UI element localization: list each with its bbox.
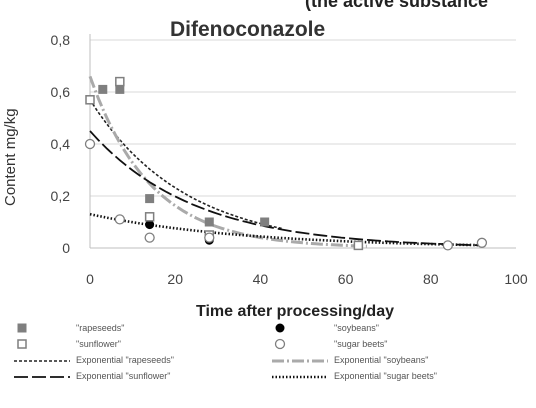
x-tick-label-0: 0 [86,271,94,287]
legend-symbol-7 [272,375,328,379]
legend-symbol-6 [14,376,70,378]
data-point-series-3-2 [144,232,155,243]
x-tick-label-2: 40 [253,271,269,287]
legend-label-0: "rapeseeds" [76,323,125,333]
legend-label-3: "sugar beets" [334,339,388,349]
legend-label-5: Exponential "soybeans" [334,355,429,365]
data-point-series-3-5 [476,237,488,248]
data-point-series-2-1 [115,76,125,87]
x-axis-label: Time after processing/day [196,303,394,320]
legend-label-4: Exponential "rapeseeds" [76,355,174,365]
data-point-series-3-1 [114,214,125,225]
chart-title: Difenoconazole [170,18,326,41]
y-tick-label-2: 0,4 [51,136,71,152]
data-point-series-2-0 [85,95,95,105]
legend-marker-0 [17,323,27,333]
data-point-series-3-3 [204,232,215,243]
data-point-series-0-3 [145,194,155,204]
data-point-series-2-2 [144,212,155,222]
trendline-0 [89,99,282,230]
legend-symbol-3 [274,338,286,350]
y-tick-label-1: 0,2 [51,188,71,204]
data-point-series-1-0 [145,220,155,230]
legend-label-1: "soybeans" [334,323,379,333]
trendline-1 [88,75,367,248]
x-tick-label-3: 60 [338,271,354,287]
data-point-series-0-4 [204,217,214,227]
legend-label-7: Exponential "sugar beets" [334,371,437,381]
legend-marker-1 [275,323,285,333]
data-point-series-0-2 [115,84,125,94]
legend-symbol-4 [14,360,70,362]
legend-marker-3 [274,338,286,350]
x-tick-label-5: 100 [504,271,528,287]
data-point-series-0-5 [260,217,270,227]
data-point-series-0-1 [98,84,108,94]
legend-label-6: Exponential "sunflower" [76,371,171,381]
legend-label-2: "sunflower" [76,339,121,349]
legend-marker-2 [17,339,27,349]
legend-symbol-1 [275,323,285,333]
x-tick-label-4: 80 [423,271,439,287]
legend-symbol-2 [17,339,27,349]
y-tick-label-3: 0,6 [51,84,71,100]
data-point-series-3-0 [84,138,96,150]
legend-symbol-5 [272,359,328,363]
cut-off-title: (the active substance [305,0,489,11]
data-point-series-3-4 [442,240,453,251]
y-tick-label-0: 0 [62,240,70,256]
trendline-2 [89,130,482,247]
data-point-series-2-4 [353,240,364,251]
y-tick-label-4: 0,8 [51,32,71,48]
legend-symbol-0 [17,323,27,333]
x-tick-label-1: 20 [167,271,183,287]
